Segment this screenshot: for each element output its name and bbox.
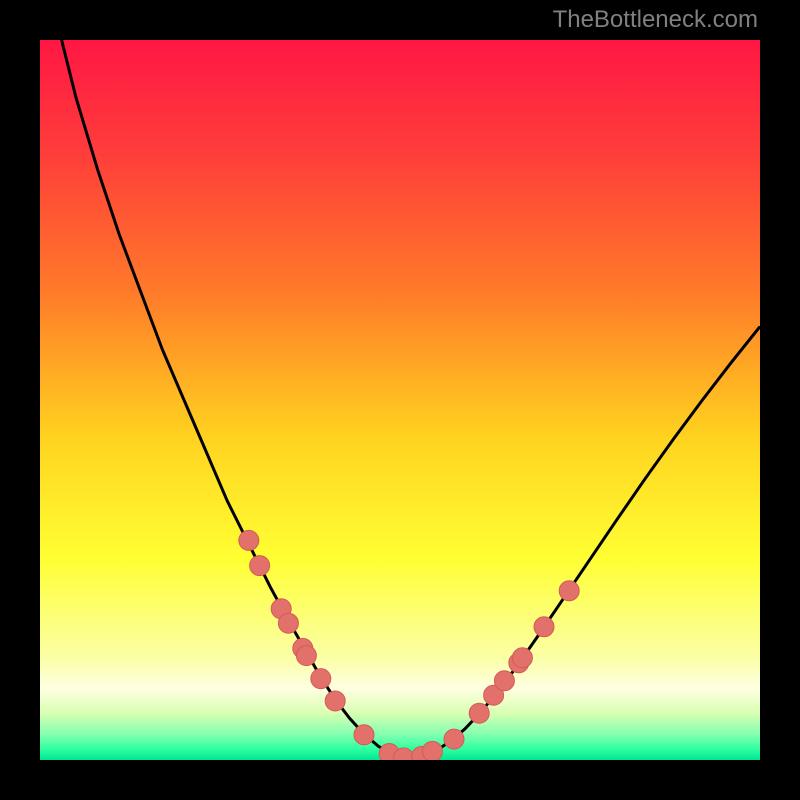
data-marker [512,648,532,668]
data-marker [250,556,270,576]
data-marker [278,613,298,633]
data-marker [354,725,374,745]
data-marker [239,530,259,550]
data-marker [559,581,579,601]
plot-area [40,40,760,760]
chart-container: TheBottleneck.com [0,0,800,800]
data-marker [444,729,464,749]
data-marker [311,669,331,689]
data-marker [296,646,316,666]
data-marker [422,741,442,760]
data-marker [325,691,345,711]
data-marker [494,671,514,691]
data-marker [534,617,554,637]
watermark-text: TheBottleneck.com [553,6,758,34]
plot-background [40,40,760,760]
data-marker [469,703,489,723]
